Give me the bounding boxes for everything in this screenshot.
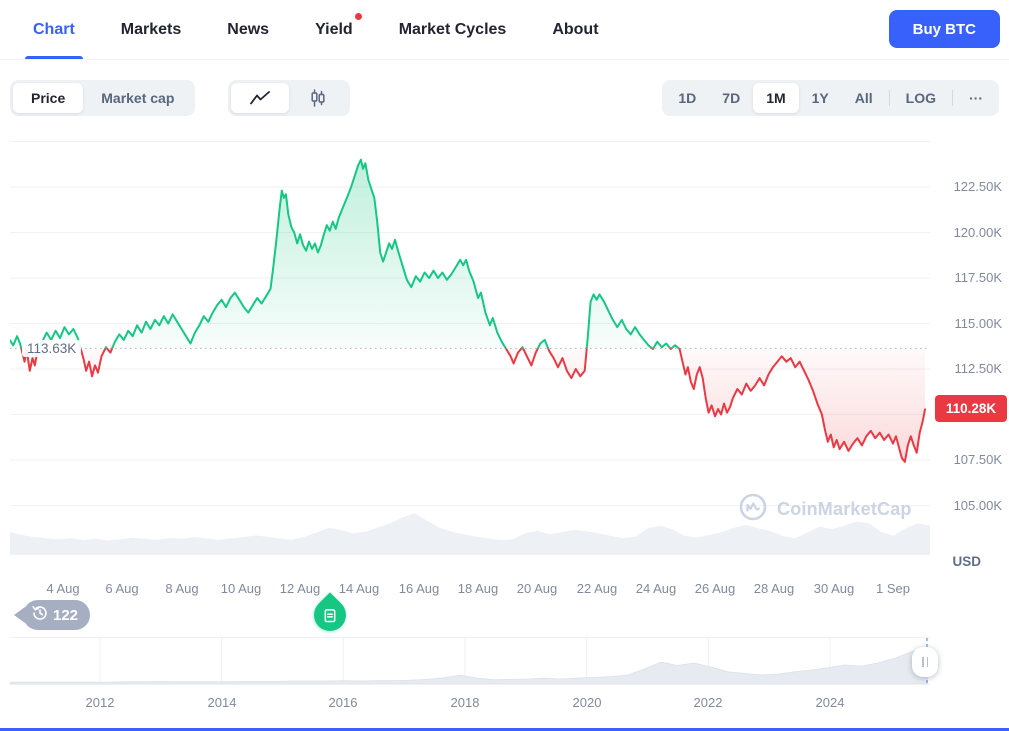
nav-tab-label: Market Cycles [398,20,507,38]
range-option-1m[interactable]: 1M [753,83,799,113]
chart-toolbar: Price Market cap 1D 7D 1M 1Y All LOG ··· [0,80,1009,116]
nav-tab-label: News [227,20,270,38]
currency-unit-label: USD [952,554,981,569]
more-options-button[interactable]: ··· [956,83,996,113]
history-count: 122 [53,606,79,624]
nav-tab-yield[interactable]: Yield [315,0,362,59]
chart-type-toggle [228,80,350,116]
range-toggle: 1D 7D 1M 1Y All LOG ··· [662,80,999,116]
nav-tab-label: Markets [120,20,182,38]
area-above-baseline [10,159,925,349]
notification-dot [354,13,362,20]
area-below-baseline [21,348,925,462]
watermark-text: CoinMarketCap [777,499,912,519]
handle-grip-icon [922,657,924,667]
nav-tab-label: Chart [33,20,75,38]
metric-option-market-cap[interactable]: Market cap [83,83,192,113]
range-option-1y[interactable]: 1Y [799,83,842,113]
nav-tab-about[interactable]: About [552,0,598,59]
price-chart-canvas[interactable] [10,140,930,555]
year-tick-label: 2024 [815,695,845,710]
nav-tab-market-cycles[interactable]: Market Cycles [399,0,507,59]
price-chart-area: 122.50K 120.00K 117.50K 115.00K 112.50K 107.5… [0,140,1009,638]
top-nav: Chart Markets News Yield Market Cycles About … [0,0,1009,60]
x-tick-label: 12 Aug [279,581,321,596]
nav-tab-label: About [552,20,599,38]
range-option-1d[interactable]: 1D [665,83,709,113]
x-tick-label: 20 Aug [516,581,558,596]
y-tick-label: 115.00K [954,316,1002,331]
nav-tab-chart[interactable]: Chart [25,0,83,59]
document-icon [324,608,336,622]
minimap-sparkline [9,647,929,685]
cmc-logo-icon [738,492,768,527]
x-tick-label: 4 Aug [46,581,80,596]
watermark: CoinMarketCap [738,492,912,527]
nav-tab-news[interactable]: News [227,0,269,59]
year-tick-label: 2012 [85,695,115,710]
x-tick-label: 22 Aug [576,581,618,596]
minimap-drag-handle[interactable] [912,647,938,677]
news-event-marker[interactable] [307,592,353,638]
y-tick-label: 112.50K [954,361,1002,376]
badge-pill: 122 [23,600,91,630]
year-tick-label: 2016 [328,695,358,710]
metric-toggle: Price Market cap [10,80,196,116]
x-tick-label: 24 Aug [635,581,677,596]
x-tick-label: 1 Sep [876,581,910,596]
divider [952,90,953,106]
timeline-minimap[interactable] [9,637,930,685]
minimap-canvas [9,638,929,685]
year-tick-label: 2020 [572,695,602,710]
year-tick-label: 2014 [207,695,237,710]
divider [888,90,890,106]
metric-option-price[interactable]: Price [13,83,84,113]
handle-grip-icon [926,657,928,667]
badge-arrow [14,607,25,623]
baseline-price-label: 113.63K [22,340,82,357]
x-tick-label: 26 Aug [694,581,736,596]
price-line-down [20,348,926,463]
x-tick-label: 18 Aug [457,581,499,596]
current-price-badge: 110.28K [935,395,1007,422]
nav-tabs: Chart Markets News Yield Market Cycles About [0,0,599,59]
bottom-accent-bar [0,728,1009,731]
price-line-up [10,158,681,349]
x-tick-label: 30 Aug [813,581,855,596]
line-chart-icon[interactable] [231,83,289,113]
range-option-7d[interactable]: 7D [709,83,753,113]
nav-tab-markets[interactable]: Markets [121,0,181,59]
x-tick-label: 8 Aug [165,581,199,596]
y-tick-label: 122.50K [953,179,1002,194]
buy-btc-button[interactable]: Buy BTC [888,10,1000,48]
x-tick-label: 14 Aug [338,581,380,596]
x-tick-label: 6 Aug [105,581,139,596]
range-option-all[interactable]: All [842,83,886,113]
y-tick-label: 120.00K [953,225,1002,240]
year-tick-label: 2018 [450,695,480,710]
candlestick-chart-icon[interactable] [289,83,347,113]
x-tick-label: 16 Aug [398,581,440,596]
log-scale-button[interactable]: LOG [893,83,949,113]
y-tick-label: 107.50K [953,452,1002,467]
nav-tab-label: Yield [315,20,353,38]
volume-silhouette [10,513,930,555]
y-tick-label: 117.50K [954,270,1002,285]
y-tick-label: 105.00K [953,498,1002,513]
history-count-badge[interactable]: 122 [14,600,91,630]
x-tick-label: 28 Aug [753,581,795,596]
year-tick-label: 2022 [693,695,723,710]
history-clock-icon [32,605,48,625]
x-tick-label: 10 Aug [220,581,262,596]
